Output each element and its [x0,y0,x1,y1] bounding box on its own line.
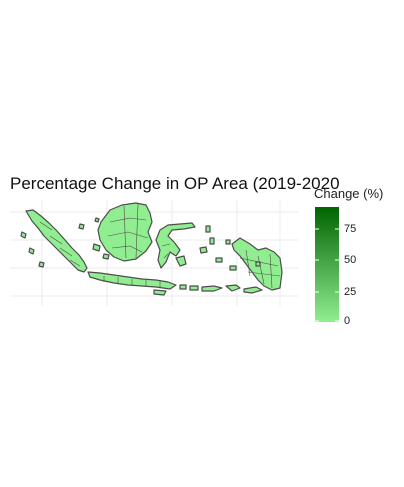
region-riau-islands [78,217,100,230]
district-boundaries [39,203,281,289]
region-sulawesi [155,222,196,269]
legend-colorbar [315,207,339,322]
region-bangka-belitung [92,243,110,260]
region-sumatra [25,209,88,273]
legend-title: Change (%) [314,186,384,201]
region-maluku [199,225,237,271]
legend-tick-25: 25 [344,286,357,298]
region-nusa-tenggara [153,284,263,296]
region-sumatra-west-islands [20,231,45,268]
legend-tick-50: 50 [344,254,357,266]
indonesia-map [20,202,283,296]
legend-tick-75: 75 [344,223,357,235]
map-title: Percentage Change in OP Area (2019-2020 [10,174,340,193]
legend-tick-0: 0 [344,315,351,327]
